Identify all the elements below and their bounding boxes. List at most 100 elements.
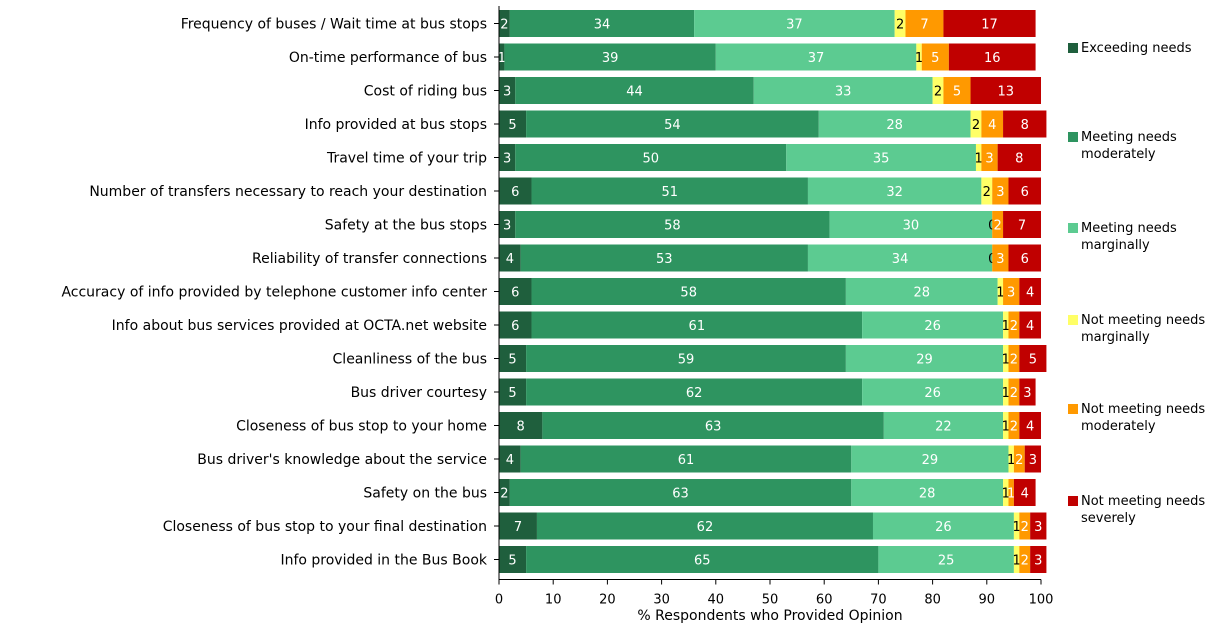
bar-segment [509, 479, 852, 506]
bar-segment [499, 43, 505, 71]
bar-segment [536, 512, 873, 540]
bar-segment [883, 412, 1004, 439]
bar-segment [981, 110, 1004, 138]
bar-segment [818, 110, 971, 138]
category-label: Frequency of buses / Wait time at bus st… [181, 17, 487, 33]
data-label: 3 [1034, 554, 1042, 569]
x-tick-label: 90 [979, 593, 996, 608]
data-label: 6 [511, 319, 519, 334]
data-label: 65 [694, 554, 711, 569]
data-label: 2 [1010, 420, 1018, 435]
data-label: 33 [835, 85, 852, 100]
data-label: 5 [508, 353, 516, 368]
bar-segment [531, 278, 846, 305]
bar-segment [1008, 445, 1014, 473]
bar-segment [526, 546, 879, 573]
data-label: 2 [500, 487, 508, 502]
data-label: 6 [511, 185, 519, 200]
legend-label: marginally [1081, 238, 1150, 253]
bar-segment [894, 10, 906, 37]
bar-segment [997, 144, 1041, 171]
bar-segment [862, 378, 1004, 406]
data-label: 30 [903, 219, 920, 234]
x-axis-title: % Respondents who Provided Opinion [637, 608, 902, 624]
category-label: Reliability of transfer connections [252, 251, 487, 267]
data-label: 50 [642, 152, 659, 167]
data-label: 28 [886, 118, 903, 133]
data-label: 1 [1007, 487, 1015, 502]
bar-segment [905, 10, 944, 37]
bar-segment [1024, 445, 1041, 473]
data-label: 32 [886, 185, 903, 200]
bar-segment [499, 378, 527, 406]
data-label: 37 [786, 18, 803, 33]
bar-segment [916, 43, 922, 71]
data-label: 5 [1029, 353, 1037, 368]
bar-segment [531, 311, 863, 339]
data-label: 5 [508, 554, 516, 569]
legend-label: moderately [1081, 147, 1156, 162]
bar-segment [1019, 378, 1036, 406]
bar-segment [851, 445, 1009, 473]
data-label: 4 [506, 453, 514, 468]
data-label: 58 [664, 219, 681, 234]
x-tick-label: 20 [599, 593, 616, 608]
legend-swatch [1068, 496, 1078, 506]
bar-segment [499, 479, 510, 506]
data-label: 2 [972, 118, 980, 133]
bar-segment [526, 345, 846, 372]
data-label: 63 [705, 420, 722, 435]
legend-label: Not meeting needs [1081, 402, 1205, 417]
bar-segment [526, 110, 819, 138]
category-label: Info provided at bus stops [305, 117, 487, 133]
legend-swatch [1068, 404, 1078, 414]
bar-segment [992, 177, 1009, 205]
bar-segment [499, 278, 532, 305]
data-label: 5 [508, 118, 516, 133]
data-label: 28 [919, 487, 936, 502]
legend-item: Meeting needs moderately [1068, 130, 1177, 162]
x-tick-label: 80 [924, 593, 941, 608]
data-label: 13 [997, 85, 1014, 100]
data-label: 3 [1007, 286, 1015, 301]
bar-segment [943, 10, 1036, 37]
legend-label: Meeting needs [1081, 130, 1177, 145]
data-label: 2 [1015, 453, 1023, 468]
data-label: 3 [1029, 453, 1037, 468]
legend-item: Meeting needs marginally [1068, 221, 1177, 253]
data-label: 2 [993, 219, 1001, 234]
legend-swatch [1068, 315, 1078, 325]
legend-swatch [1068, 43, 1078, 53]
legend-label: severely [1081, 511, 1136, 526]
category-label: Cleanliness of the bus [333, 352, 487, 368]
bar-segment [878, 546, 1014, 573]
bar-segment [1019, 345, 1047, 372]
bar-segment [515, 211, 830, 238]
data-label: 25 [938, 554, 955, 569]
data-label: 4 [506, 252, 514, 267]
data-label: 4 [1026, 319, 1034, 334]
bar-segment [520, 445, 852, 473]
bar-segment [499, 244, 521, 272]
bar-segment [1003, 211, 1041, 238]
legend-label: marginally [1081, 330, 1150, 345]
data-label: 63 [672, 487, 689, 502]
bar-segment [943, 77, 971, 104]
data-label: 2 [1010, 319, 1018, 334]
bar-segment [1013, 512, 1020, 540]
bar-segment [1030, 512, 1047, 540]
data-label: 54 [664, 118, 681, 133]
data-label: 8 [1015, 152, 1023, 167]
bar-segment [921, 43, 949, 71]
data-label: 61 [689, 319, 706, 334]
data-label: 34 [892, 252, 909, 267]
data-label: 3 [1034, 520, 1042, 535]
category-label: Safety on the bus [363, 486, 487, 502]
data-label: 62 [697, 520, 714, 535]
data-label: 53 [656, 252, 673, 267]
data-label: 3 [996, 252, 1004, 267]
data-label: 4 [1026, 286, 1034, 301]
data-label: 5 [953, 85, 961, 100]
